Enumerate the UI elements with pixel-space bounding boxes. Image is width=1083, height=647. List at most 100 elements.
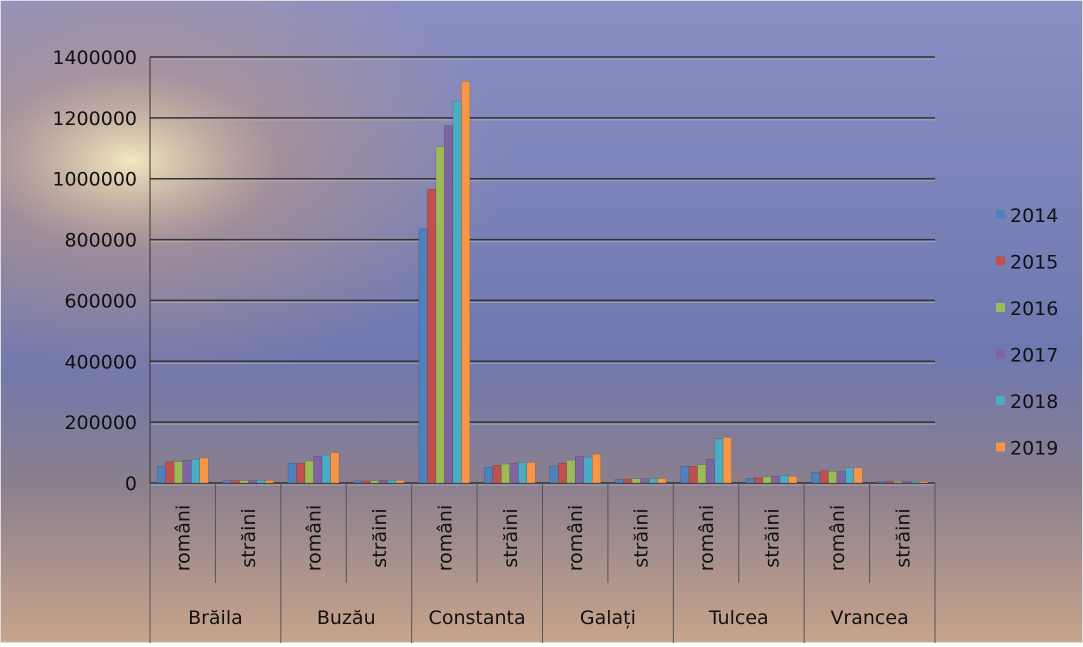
bar [819, 470, 829, 484]
y-tick-label: 1200000 [52, 108, 137, 130]
bar [199, 457, 209, 484]
bar [614, 479, 624, 484]
legend-label: 2014 [1010, 205, 1058, 227]
group-label: Tulcea [708, 607, 769, 629]
group-label: Galați [580, 607, 636, 629]
bar [919, 481, 929, 484]
bar [876, 481, 886, 484]
legend-swatch [996, 256, 1005, 266]
legend-label: 2017 [1010, 345, 1058, 367]
group-label: Vrancea [830, 607, 908, 629]
bar [893, 481, 903, 484]
legend-swatch [996, 349, 1005, 359]
bar [239, 480, 249, 484]
legend-label: 2018 [1010, 391, 1058, 413]
group-label: Buzău [317, 607, 376, 629]
y-tick-label: 200000 [64, 412, 137, 434]
bar [722, 437, 732, 484]
x-tick-label: străini [631, 508, 653, 567]
x-tick-label: străini [369, 508, 391, 567]
bar [557, 462, 567, 484]
x-tick-label: români [696, 505, 718, 572]
bar [484, 466, 494, 484]
x-tick-label: străini [500, 508, 522, 567]
bar [296, 462, 306, 484]
y-tick-label: 0 [125, 473, 137, 495]
bar [526, 462, 536, 484]
bar [623, 478, 633, 484]
bar [378, 480, 388, 484]
bar [640, 478, 650, 484]
bar [370, 480, 380, 484]
bar [256, 480, 266, 484]
bar [902, 481, 912, 484]
x-tick-label: străini [892, 508, 914, 567]
bar [444, 125, 454, 484]
bar [648, 478, 658, 484]
bar [574, 455, 584, 484]
bar [657, 478, 667, 484]
x-tick-label: români [304, 505, 326, 572]
bar [313, 455, 323, 484]
bar [714, 438, 724, 484]
legend-label: 2015 [1010, 252, 1058, 274]
bar [264, 480, 274, 484]
x-tick-label: străini [238, 508, 260, 567]
bar [165, 461, 175, 484]
x-tick-label: români [827, 505, 849, 572]
bar [304, 460, 314, 484]
bar [566, 459, 576, 484]
bar [583, 456, 593, 484]
bar [501, 463, 511, 484]
bar [885, 481, 895, 484]
bar [492, 465, 502, 484]
bar [745, 478, 755, 484]
bar [182, 459, 192, 484]
bar [705, 459, 715, 484]
x-tick-label: români [434, 505, 456, 572]
bar [853, 467, 863, 484]
group-label: Constanta [429, 607, 526, 629]
bar [452, 100, 462, 484]
bar [811, 472, 821, 484]
bar [631, 478, 641, 484]
y-tick-label: 800000 [64, 230, 137, 252]
bar [845, 467, 855, 484]
bar [361, 480, 371, 484]
legend-swatch [996, 210, 1005, 219]
group-label: Brăila [188, 607, 243, 629]
bar [591, 453, 601, 484]
bar [418, 228, 428, 484]
y-tick-label: 400000 [64, 351, 137, 373]
bar [435, 146, 445, 484]
legend-label: 2016 [1010, 298, 1058, 320]
bar [190, 459, 200, 484]
bar [836, 471, 846, 484]
y-tick-label: 600000 [64, 290, 137, 312]
bar [321, 454, 331, 484]
y-tick-label: 1400000 [52, 47, 137, 69]
bar [788, 476, 798, 484]
bar [330, 452, 340, 484]
bar [395, 480, 405, 484]
legend-swatch [996, 442, 1005, 452]
bar [680, 466, 690, 484]
legend-label: 2019 [1010, 438, 1058, 460]
legend-swatch [996, 396, 1005, 405]
bar [779, 475, 789, 484]
bar [910, 481, 920, 484]
x-tick-label: străini [761, 508, 783, 567]
bar [353, 480, 363, 484]
bar [173, 461, 183, 484]
bar [771, 476, 781, 484]
bar [509, 462, 519, 484]
bar [828, 471, 838, 484]
bar [247, 480, 257, 484]
legend-swatch [996, 303, 1005, 312]
x-tick-label: români [565, 505, 587, 572]
bar [387, 480, 397, 484]
bar [518, 462, 528, 484]
bar [156, 466, 166, 484]
